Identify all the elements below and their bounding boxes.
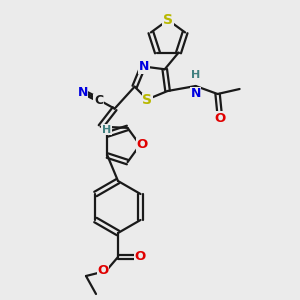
Text: O: O — [136, 139, 148, 152]
Text: N: N — [77, 86, 88, 99]
Text: O: O — [134, 250, 146, 263]
Text: H: H — [102, 125, 111, 135]
Text: O: O — [98, 265, 109, 278]
Text: N: N — [139, 60, 149, 73]
Text: S: S — [163, 13, 173, 27]
Text: O: O — [214, 112, 225, 124]
Text: H: H — [191, 70, 200, 80]
Text: C: C — [94, 94, 103, 107]
Text: S: S — [142, 93, 152, 107]
Text: N: N — [190, 87, 201, 100]
